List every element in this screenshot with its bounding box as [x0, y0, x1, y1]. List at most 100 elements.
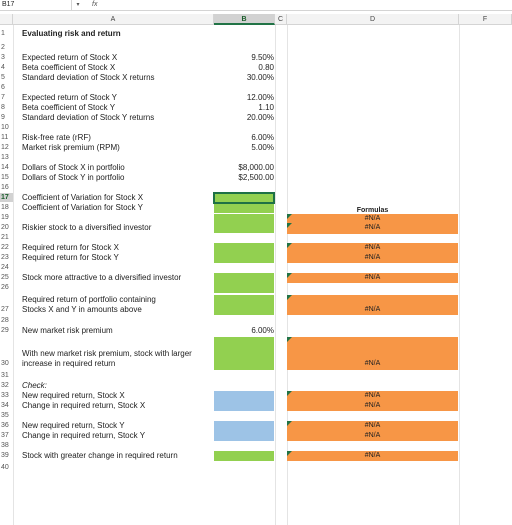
- row-header[interactable]: 19: [1, 214, 9, 221]
- answer-cell[interactable]: [214, 243, 274, 263]
- row-header[interactable]: 39: [1, 452, 9, 459]
- answer-cell[interactable]: [214, 451, 274, 461]
- row-header[interactable]: 1: [1, 30, 5, 37]
- row-header[interactable]: 33: [1, 392, 9, 399]
- row-header[interactable]: 6: [1, 84, 5, 91]
- row-header[interactable]: 13: [1, 154, 9, 161]
- row-header[interactable]: 24: [1, 264, 9, 271]
- na-value: #N/A: [364, 392, 381, 399]
- fx-icon[interactable]: fx: [92, 1, 98, 8]
- column-header-d[interactable]: D: [287, 14, 459, 25]
- error-indicator-icon[interactable]: [287, 273, 292, 278]
- cell-value[interactable]: 9.50%: [251, 53, 274, 62]
- cell-label: Stock with greater change in required re…: [22, 451, 178, 460]
- cell-value[interactable]: 20.00%: [246, 113, 274, 122]
- row-header[interactable]: 27: [1, 306, 9, 313]
- na-value: #N/A: [364, 422, 381, 429]
- cell-label: Standard deviation of Stock Y returns: [22, 113, 155, 122]
- answer-cell[interactable]: [214, 223, 274, 233]
- check-cell[interactable]: [214, 391, 274, 411]
- formula-cell[interactable]: [287, 223, 458, 233]
- formula-input[interactable]: [102, 0, 512, 10]
- cell-value[interactable]: $8,000.00: [238, 163, 274, 172]
- formulas-header: Formulas: [356, 207, 389, 214]
- row-header[interactable]: 16: [1, 184, 9, 191]
- cell-label: Expected return of Stock X: [22, 53, 118, 62]
- row-header[interactable]: 30: [1, 360, 9, 367]
- name-box[interactable]: B17: [0, 0, 72, 10]
- row-header[interactable]: 29: [1, 327, 9, 334]
- row-header[interactable]: 7: [1, 94, 5, 101]
- cell-value[interactable]: 0.80: [258, 63, 274, 72]
- row-header[interactable]: 15: [1, 174, 9, 181]
- row-header[interactable]: 11: [1, 134, 9, 141]
- answer-cell[interactable]: [214, 295, 274, 315]
- row-header[interactable]: 2: [1, 44, 5, 51]
- cell-label: New market risk premium: [22, 326, 113, 335]
- na-value: #N/A: [364, 306, 381, 313]
- row-header[interactable]: 36: [1, 422, 9, 429]
- cell-value[interactable]: 12.00%: [246, 93, 274, 102]
- answer-cell[interactable]: [214, 273, 274, 293]
- select-all-corner[interactable]: [0, 14, 13, 25]
- row-header[interactable]: 34: [1, 402, 9, 409]
- column-header-c[interactable]: C: [275, 14, 287, 25]
- row-header[interactable]: 21: [1, 234, 9, 241]
- row-header[interactable]: 3: [1, 54, 5, 61]
- na-value: #N/A: [364, 452, 381, 459]
- cell-value[interactable]: $2,500.00: [238, 173, 274, 182]
- formula-cell[interactable]: [287, 273, 458, 283]
- error-indicator-icon[interactable]: [287, 223, 292, 228]
- formula-cell[interactable]: [287, 451, 458, 461]
- check-cell[interactable]: [214, 421, 274, 441]
- formula-cell[interactable]: [287, 295, 458, 315]
- row-header[interactable]: 4: [1, 64, 5, 71]
- row-header[interactable]: 17: [0, 193, 13, 202]
- row-header[interactable]: 23: [1, 254, 9, 261]
- row-header[interactable]: 38: [1, 442, 9, 449]
- formula-cell[interactable]: [287, 337, 458, 370]
- row-header[interactable]: 32: [1, 382, 9, 389]
- row-header[interactable]: 35: [1, 412, 9, 419]
- error-indicator-icon[interactable]: [287, 391, 292, 396]
- cell-value[interactable]: 1.10: [258, 103, 274, 112]
- chevron-down-icon[interactable]: ▾: [76, 2, 80, 8]
- row-header[interactable]: 14: [1, 164, 9, 171]
- row-header[interactable]: 26: [1, 284, 9, 291]
- row-header[interactable]: 25: [1, 274, 9, 281]
- column-header-b[interactable]: B: [214, 14, 275, 25]
- row-header[interactable]: 31: [1, 372, 9, 379]
- cell-label: Standard deviation of Stock X returns: [22, 73, 155, 82]
- row-header[interactable]: 18: [1, 204, 9, 211]
- na-value: #N/A: [364, 274, 381, 281]
- row-header[interactable]: 12: [1, 144, 9, 151]
- cell-value[interactable]: 6.00%: [251, 326, 274, 335]
- row-header[interactable]: 10: [1, 124, 9, 131]
- row-header[interactable]: 37: [1, 432, 9, 439]
- error-indicator-icon[interactable]: [287, 214, 292, 219]
- error-indicator-icon[interactable]: [287, 421, 292, 426]
- error-indicator-icon[interactable]: [287, 337, 292, 342]
- cell-value[interactable]: 5.00%: [251, 143, 274, 152]
- row-header[interactable]: 5: [1, 74, 5, 81]
- error-indicator-icon[interactable]: [287, 451, 292, 456]
- error-indicator-icon[interactable]: [287, 243, 292, 248]
- row-header[interactable]: 9: [1, 114, 5, 121]
- row-header[interactable]: 8: [1, 104, 5, 111]
- row-header[interactable]: 28: [1, 317, 9, 324]
- column-header-a[interactable]: A: [13, 14, 214, 25]
- answer-cell[interactable]: [214, 214, 274, 224]
- answer-cell[interactable]: [214, 337, 274, 370]
- column-header-f[interactable]: F: [459, 14, 512, 25]
- selected-cell-b17[interactable]: [213, 192, 275, 204]
- cell-value[interactable]: 30.00%: [246, 73, 274, 82]
- cell-value[interactable]: 6.00%: [251, 133, 274, 142]
- row-header[interactable]: 20: [1, 224, 9, 231]
- formula-cell[interactable]: [287, 243, 458, 263]
- row-header[interactable]: 22: [1, 244, 9, 251]
- cell-label: Required return for Stock Y: [22, 253, 119, 262]
- row-header[interactable]: 40: [1, 464, 9, 471]
- formula-cell[interactable]: [287, 421, 458, 441]
- error-indicator-icon[interactable]: [287, 295, 292, 300]
- formula-cell[interactable]: [287, 391, 458, 411]
